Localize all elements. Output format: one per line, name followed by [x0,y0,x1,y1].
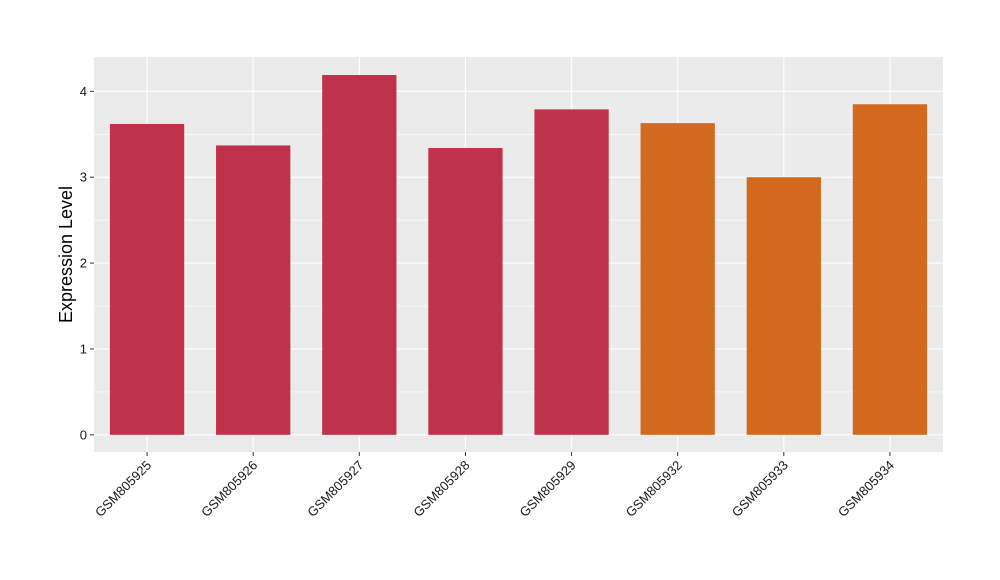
y-axis: 0 1 2 3 4 [80,84,94,442]
x-tick-label: GSM805927 [304,458,366,520]
x-tick-label: GSM805929 [516,458,578,520]
x-tick-label: GSM805934 [835,458,897,520]
x-tick-label: GSM805928 [410,458,472,520]
y-tick-label: 4 [80,84,87,99]
bar-GSM805929 [534,109,609,435]
x-axis: GSM805925 GSM805926 GSM805927 GSM805928 GSM8… [92,452,897,520]
x-tick-label: GSM805933 [729,458,791,520]
bar-GSM805933 [746,177,821,435]
bar-GSM805928 [428,148,503,435]
bars [109,75,928,435]
y-tick-label: 0 [80,427,87,442]
x-tick-label: GSM805925 [92,458,154,520]
bar-GSM805925 [109,123,185,435]
y-tick-label: 1 [80,341,87,356]
x-tick-label: GSM805932 [623,458,685,520]
bar-GSM805927 [322,75,397,435]
bar-GSM805926 [216,145,291,435]
y-tick-label: 3 [80,170,87,185]
bar-GSM805934 [852,104,928,435]
bar-GSM805932 [640,123,715,435]
y-tick-label: 2 [80,256,87,271]
x-tick-label: GSM805926 [198,458,260,520]
y-axis-title: Expression Level [56,186,76,323]
